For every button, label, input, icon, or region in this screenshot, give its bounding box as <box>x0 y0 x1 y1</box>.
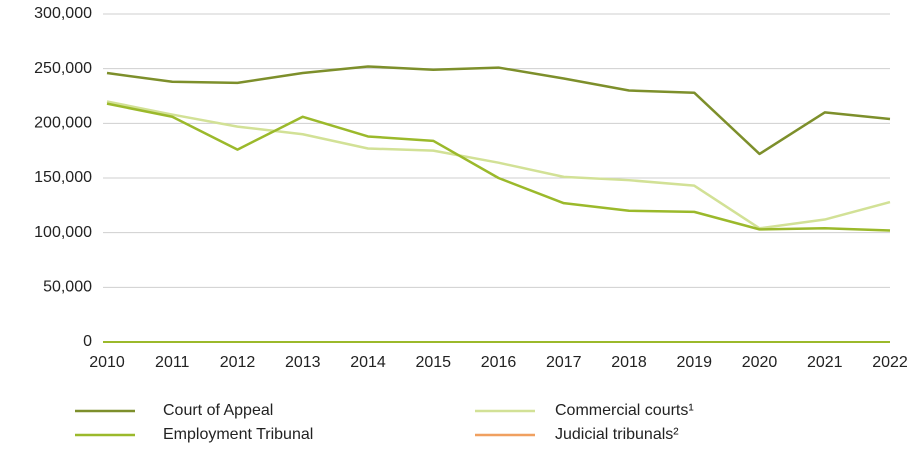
x-tick-label: 2020 <box>742 354 778 371</box>
x-tick-label: 2012 <box>220 354 256 371</box>
y-tick-label: 50,000 <box>43 279 92 296</box>
x-tick-label: 2021 <box>807 354 843 371</box>
x-tick-label: 2010 <box>89 354 125 371</box>
x-tick-label: 2022 <box>872 354 908 371</box>
y-tick-label: 300,000 <box>34 5 92 22</box>
x-tick-label: 2013 <box>285 354 321 371</box>
y-tick-label: 100,000 <box>34 224 92 241</box>
legend-label: Employment Tribunal <box>163 426 313 443</box>
y-tick-label: 150,000 <box>34 169 92 186</box>
y-tick-label: 250,000 <box>34 60 92 77</box>
x-tick-label: 2019 <box>676 354 712 371</box>
x-tick-label: 2017 <box>546 354 582 371</box>
legend-label: Judicial tribunals² <box>555 426 679 443</box>
x-tick-label: 2014 <box>350 354 386 371</box>
legend-label: Commercial courts¹ <box>555 402 694 419</box>
x-tick-label: 2015 <box>415 354 451 371</box>
series-line <box>106 65 891 156</box>
x-tick-label: 2016 <box>481 354 517 371</box>
y-tick-label: 0 <box>83 333 92 350</box>
legend-label: Court of Appeal <box>163 402 273 419</box>
series-line <box>106 102 891 232</box>
y-tick-label: 200,000 <box>34 115 92 132</box>
series-line <box>106 100 891 230</box>
x-tick-label: 2011 <box>155 354 190 371</box>
x-tick-label: 2018 <box>611 354 647 371</box>
